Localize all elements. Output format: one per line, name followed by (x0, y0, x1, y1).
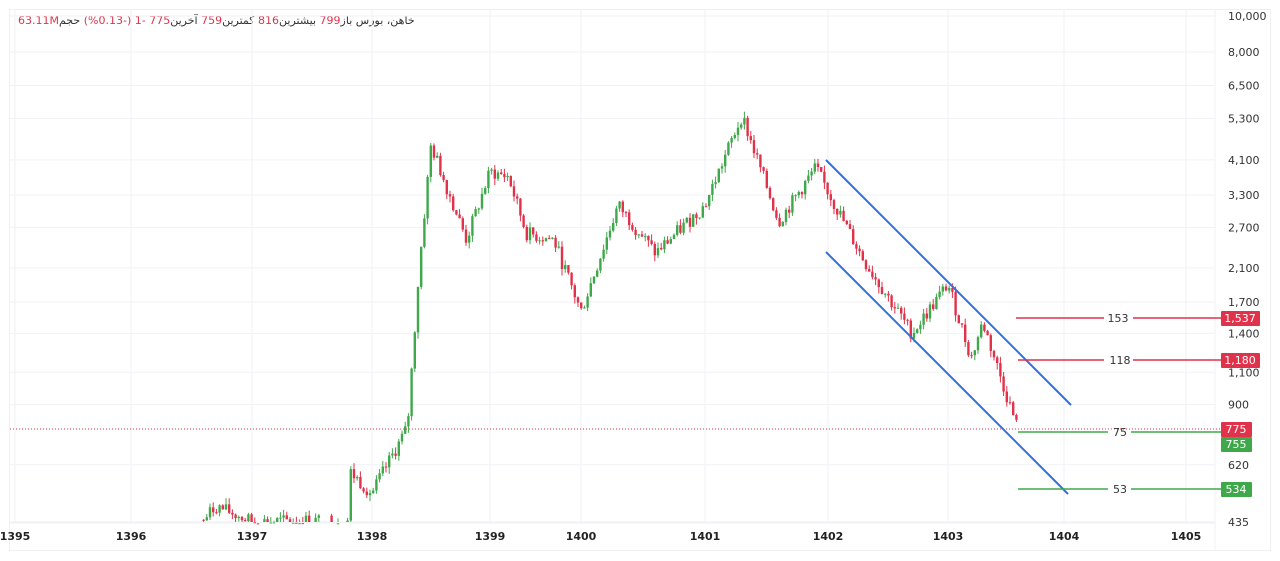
y-tick-label: 900 (1228, 399, 1249, 412)
level-label: 75 (1113, 426, 1127, 439)
candlestick-series (202, 111, 1018, 525)
y-tick-label: 6,500 (1228, 80, 1260, 93)
y-tick-label: 4,100 (1228, 154, 1260, 167)
level-53[interactable]: 53 (1018, 483, 1222, 496)
channel-lower-line[interactable] (825, 251, 1069, 495)
level-label: 118 (1110, 354, 1131, 367)
y-tick-label: 435 (1228, 516, 1249, 529)
y-tick-label: 5,300 (1228, 112, 1260, 125)
x-axis[interactable]: 1395 1396 1397 1398 1399 1400 1401 1402 1403 1404… (0, 530, 1201, 543)
close-value: 775 (149, 14, 171, 27)
level-118[interactable]: 118 (1018, 354, 1222, 367)
svg-text:1,180: 1,180 (1224, 354, 1256, 367)
level-label: 53 (1113, 483, 1127, 496)
ohlc-legend: خاهن، بورس باز799 بیشترین816 کمترین759 آ… (18, 14, 415, 27)
y-tick-label: 1,100 (1228, 366, 1260, 379)
y-tick-label: 620 (1228, 459, 1249, 472)
x-tick-label: 1403 (933, 530, 964, 543)
x-tick-label: 1404 (1049, 530, 1080, 543)
x-tick-label: 1398 (357, 530, 388, 543)
low-value: 759 (201, 14, 223, 27)
change-value: -1 (134, 14, 146, 27)
y-tick-label: 1,400 (1228, 327, 1260, 340)
x-tick-label: 1401 (690, 530, 721, 543)
high-value: 816 (258, 14, 280, 27)
y-axis[interactable]: 10,000 8,000 6,500 5,300 4,100 3,300 2,700 2,10… (1228, 10, 1267, 529)
level-75[interactable]: 75 (1018, 426, 1222, 439)
svg-text:534: 534 (1226, 483, 1247, 496)
price-tag-534: 534 (1221, 482, 1252, 497)
price-tag-755: 755 (1221, 437, 1252, 452)
chart-frame (9, 9, 1271, 551)
svg-text:755: 755 (1226, 438, 1247, 451)
symbol-name: خاهن، بورس (355, 14, 415, 27)
x-tick-label: 1397 (237, 530, 268, 543)
y-tick-label: 1,700 (1228, 296, 1260, 309)
y-tick-label: 3,300 (1228, 189, 1260, 202)
high-label: بیشترین (279, 14, 317, 27)
level-label: 153 (1108, 312, 1129, 325)
close-label: آخرین (170, 14, 198, 27)
x-tick-label: 1400 (566, 530, 597, 543)
level-153[interactable]: 153 (1016, 312, 1222, 325)
y-tick-label: 2,100 (1228, 262, 1260, 275)
x-tick-label: 1405 (1171, 530, 1202, 543)
x-tick-label: 1396 (116, 530, 147, 543)
x-tick-label: 1395 (0, 530, 30, 543)
open-label: باز (340, 14, 353, 27)
y-tick-label: 8,000 (1228, 46, 1260, 59)
low-label: کمترین (222, 14, 255, 27)
svg-text:775: 775 (1226, 423, 1247, 436)
y-tick-label: 2,700 (1228, 221, 1260, 234)
x-tick-label: 1402 (813, 530, 844, 543)
volume-label: حجم (58, 14, 81, 27)
svg-text:1,537: 1,537 (1224, 312, 1256, 325)
grid-lines (10, 10, 1216, 550)
channel-upper-line[interactable] (825, 159, 1072, 406)
price-tag-1537: 1,537 (1221, 311, 1260, 326)
price-tag-1180: 1,180 (1221, 353, 1260, 368)
volume-value: 63.11M (18, 14, 59, 27)
price-tag-current: 775 (1221, 422, 1252, 437)
open-value: 799 (319, 14, 341, 27)
change-pct: (-0.13%) (83, 14, 132, 27)
y-tick-label: 10,000 (1228, 10, 1267, 23)
x-tick-label: 1399 (475, 530, 506, 543)
